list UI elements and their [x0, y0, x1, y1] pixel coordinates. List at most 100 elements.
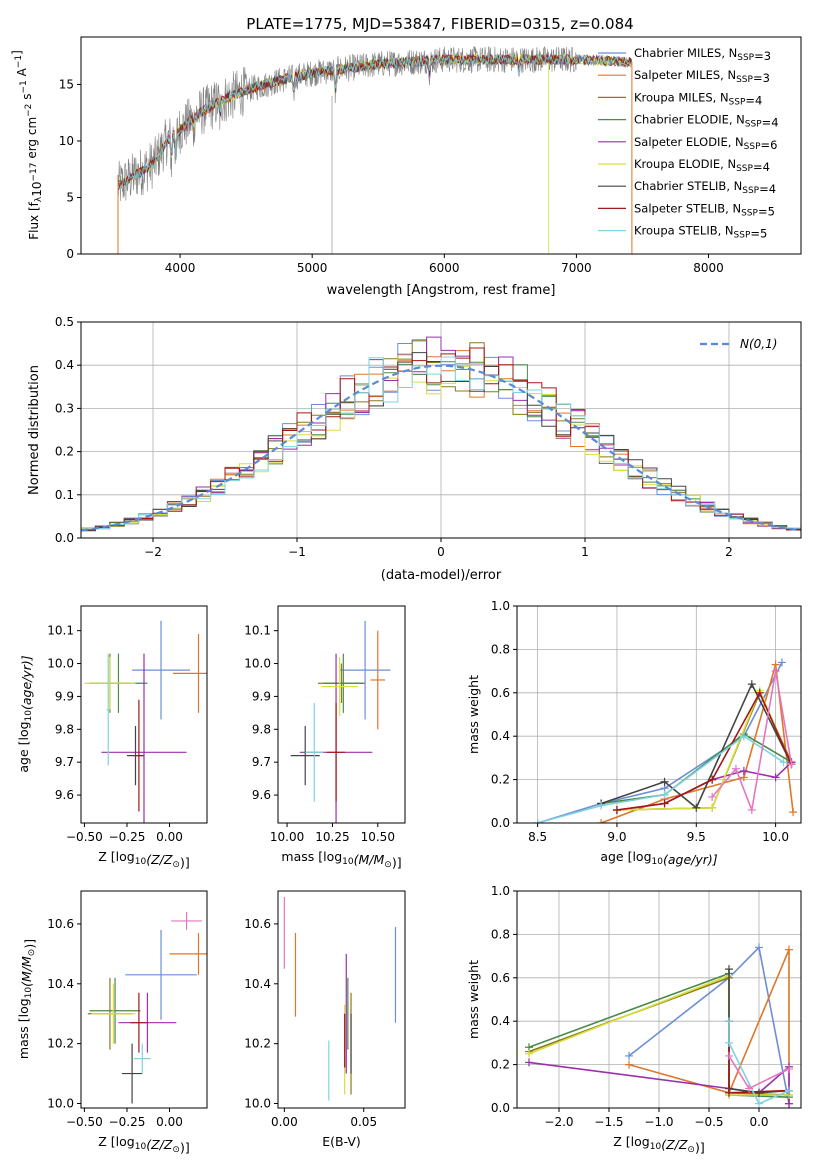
y-tick-label: 9.7: [252, 755, 271, 769]
axes-frame: [277, 605, 406, 824]
x-tick-label: 4000: [165, 261, 196, 275]
x-tick-label: −1.0: [644, 1115, 673, 1129]
x-tick-label: 8.5: [528, 830, 547, 844]
label-part: Z [log: [98, 849, 134, 864]
label-part: Chabrier STELIB, N: [634, 179, 742, 193]
label-part: ⊙: [172, 860, 180, 870]
x-axis-label: (data-model)/error: [381, 568, 502, 583]
x-tick-label: 2: [725, 545, 733, 559]
mass-vs-reddening-axes: 0.00 0.05 10.0 10.2 10.4 10.6 E(B-V): [244, 890, 406, 1149]
label-part: Salpeter ELODIE, N: [634, 135, 744, 149]
y-tick-label: 0.8: [491, 642, 510, 656]
label-part: −1: [14, 55, 24, 68]
label-part: Z [log: [98, 1134, 134, 1149]
x-axis-label: wavelength [Angstrom, rest frame]: [327, 283, 556, 298]
weight-marker: [771, 773, 780, 782]
y-tick-label: 9.9: [252, 689, 271, 703]
y-tick-label: 1.0: [491, 884, 510, 898]
y-tick-label: 10.1: [47, 624, 74, 638]
x-tick-label: −0.25: [109, 1115, 146, 1129]
y-tick-label: 10.0: [47, 657, 74, 671]
weight-marker: [708, 775, 717, 784]
label-part: )]: [22, 939, 37, 949]
y-tick-label: 9.8: [55, 722, 74, 736]
label-part: Salpeter MILES, N: [634, 68, 736, 82]
legend-label: Salpeter MILES, NSSP=3: [634, 68, 770, 85]
x-tick-label: 0.00: [271, 1115, 298, 1129]
label-part: SSP: [734, 231, 751, 241]
age-vs-metallicity-axes: −0.50 −0.25 0.00 9.6 9.7 9.8 9.9 10.0 10.1 Z [log…: [16, 605, 208, 870]
weight-line: [600, 733, 792, 805]
y-axis-label: mass weight: [466, 675, 481, 754]
weight-marker: [660, 777, 669, 786]
y-tick-label: 10.0: [47, 1097, 74, 1111]
gaussian-curve: [81, 364, 801, 532]
label-part: )]: [180, 1140, 190, 1155]
legend-label: Chabrier STELIB, NSSP=4: [634, 179, 776, 196]
weight-line: [628, 945, 790, 1104]
y-tick-label: 0.2: [491, 1058, 510, 1072]
legend-label: Salpeter STELIB, NSSP=5: [634, 201, 775, 218]
weight-marker: [787, 760, 796, 769]
weight-marker: [597, 801, 606, 810]
label-part: ]: [10, 50, 24, 55]
y-tick-label: 0.0: [55, 531, 74, 545]
x-tick-label: −1.5: [594, 1115, 623, 1129]
label-part: Salpeter STELIB, N: [634, 201, 741, 215]
legend-label: Salpeter ELODIE, NSSP=6: [634, 135, 777, 152]
y-tick-label: 10.0: [244, 1097, 271, 1111]
histogram-step: [81, 354, 801, 530]
label-part: Kroupa STELIB, N: [634, 224, 734, 238]
weight-marker: [708, 792, 717, 801]
weight-marker: [785, 1099, 793, 1108]
label-part: ⊙: [27, 949, 37, 957]
y-axis-label: age [log10(age/yr)]: [16, 655, 34, 772]
y-tick-label: 0.3: [55, 401, 74, 415]
y-tick-label: 10.1: [244, 624, 271, 638]
y-tick-label: 10: [59, 134, 74, 148]
weight-marker: [785, 1064, 793, 1073]
y-tick-label: 10.4: [244, 977, 271, 991]
weight-line: [728, 1021, 790, 1105]
legend-label: Chabrier MILES, NSSP=3: [634, 46, 771, 63]
legend: N(0,1): [700, 337, 777, 351]
label-part: )]: [695, 1140, 705, 1155]
label-part: −17: [29, 163, 39, 182]
weight-marker: [692, 803, 701, 812]
weight-marker: [739, 766, 748, 775]
weight-marker: [755, 1088, 763, 1097]
label-part: Flux [f: [27, 201, 41, 239]
weight-marker: [725, 1017, 733, 1026]
x-tick-label: 9.5: [687, 830, 706, 844]
y-tick-label: 15: [59, 77, 74, 91]
label-part: SSP: [736, 75, 753, 85]
weight-marker: [612, 805, 621, 814]
plot-area: [117, 45, 633, 254]
weight-marker: [755, 943, 763, 952]
x-axis-label: Z [log10(Z/Z⊙)]: [98, 1134, 189, 1155]
weight-marker: [533, 819, 542, 823]
label-part: SSP: [744, 142, 761, 152]
x-axis-label: E(B-V): [322, 1134, 361, 1149]
y-tick-label: 9.7: [55, 755, 74, 769]
weight-marker: [625, 1051, 633, 1060]
label-part: erg cm: [25, 117, 39, 163]
weight-marker: [625, 1060, 633, 1069]
x-axis-label: age [log10(age/yr)]: [600, 849, 717, 867]
plot-area: [283, 896, 397, 1101]
label-part: (M/M: [354, 852, 385, 867]
legend-label: Kroupa STELIB, NSSP=5: [634, 224, 767, 241]
y-axis-label: Normed distribution: [27, 365, 42, 495]
label-part: )]: [392, 855, 402, 870]
x-tick-label: 7000: [561, 261, 592, 275]
axes-frame: [516, 605, 802, 824]
x-tick-label: 0.00: [156, 1115, 183, 1129]
weight-marker: [708, 803, 717, 812]
x-tick-label: −0.5: [694, 1115, 723, 1129]
x-tick-label: 10.0: [762, 830, 789, 844]
label-part: SSP: [737, 53, 754, 63]
y-tick-label: 9.6: [252, 788, 271, 802]
